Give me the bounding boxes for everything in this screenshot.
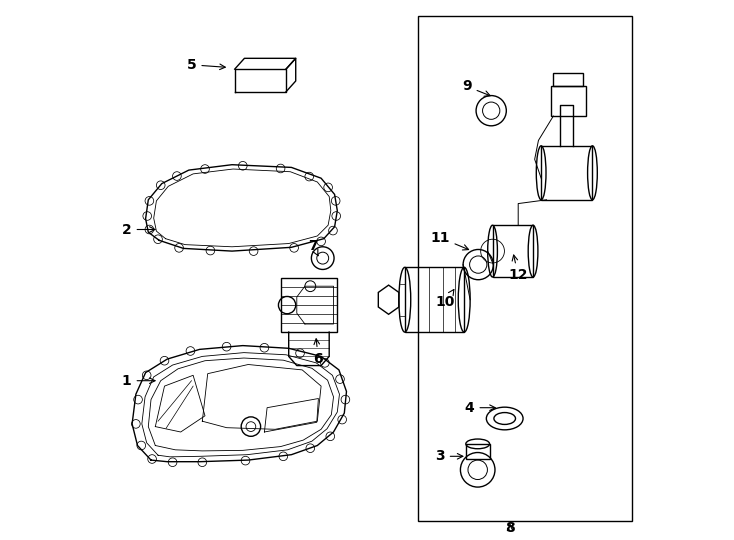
Text: 7: 7	[308, 239, 318, 256]
Text: 2: 2	[122, 222, 155, 237]
Text: 12: 12	[509, 255, 528, 282]
Text: 8: 8	[505, 521, 515, 535]
Text: 10: 10	[435, 289, 455, 309]
Text: 11: 11	[430, 231, 468, 250]
Text: 9: 9	[462, 79, 490, 96]
Text: 1: 1	[122, 374, 155, 388]
Text: 6: 6	[313, 339, 323, 366]
Text: 5: 5	[186, 58, 225, 72]
Text: 4: 4	[465, 401, 495, 415]
Text: 3: 3	[435, 449, 463, 463]
